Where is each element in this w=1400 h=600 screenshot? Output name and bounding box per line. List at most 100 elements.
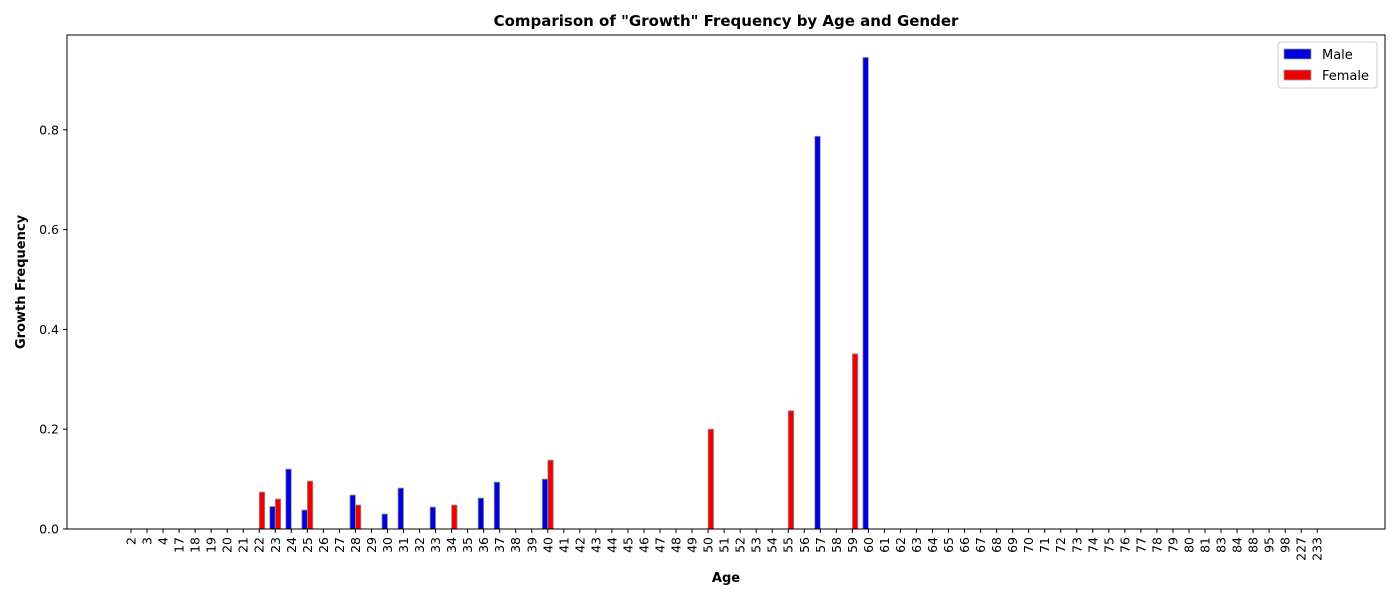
x-tick-label: 44 (604, 537, 619, 553)
x-tick-label: 53 (749, 537, 764, 553)
x-tick-label: 43 (588, 537, 603, 553)
x-tick-label: 80 (1181, 537, 1196, 553)
x-tick-label: 227 (1294, 537, 1309, 561)
bar-female-59 (851, 353, 859, 530)
x-tick-label: 39 (524, 537, 539, 553)
x-tick-label: 60 (861, 537, 876, 553)
x-tick-label: 23 (268, 537, 283, 553)
x-tick-label: 18 (188, 537, 203, 553)
x-tick-label: 2 (124, 537, 139, 545)
plot-frame (66, 34, 1386, 530)
y-tick-label: 0.0 (39, 522, 59, 537)
x-tick-label: 62 (893, 537, 908, 553)
y-tick-label: 0.8 (39, 122, 59, 137)
x-tick-label: 24 (284, 537, 299, 553)
x-tick-label: 28 (348, 537, 363, 553)
x-tick-label: 83 (1214, 537, 1229, 553)
bar-female-28 (355, 504, 362, 530)
x-tick-label: 51 (717, 537, 732, 553)
x-tick-label: 38 (508, 537, 523, 553)
x-tick-label: 50 (701, 537, 716, 553)
x-tick-label: 46 (636, 537, 651, 553)
y-axis-label: Growth Frequency (14, 214, 29, 349)
bar-female-22 (258, 491, 266, 530)
x-tick-label: 22 (252, 537, 267, 553)
x-tick-label: 72 (1053, 537, 1068, 553)
y-axis: 0.0 0.2 0.4 0.6 0.8 (39, 122, 67, 537)
legend-label-female: Female (1322, 69, 1369, 84)
bar-male-28 (349, 494, 356, 530)
x-tick-label: 73 (1069, 537, 1084, 553)
bar-male-24 (285, 468, 292, 530)
x-tick-label: 79 (1165, 537, 1180, 553)
bar-male-37 (493, 481, 501, 530)
x-tick-label: 52 (733, 537, 748, 553)
x-tick-label: 25 (300, 537, 315, 553)
x-tick-label: 81 (1198, 537, 1213, 553)
bar-male-25 (301, 509, 308, 530)
bar-male-30 (381, 513, 388, 530)
bar-female-25 (306, 480, 314, 530)
x-tick-label: 84 (1230, 537, 1245, 553)
bar-male-33 (429, 506, 436, 530)
x-tick-label: 42 (572, 537, 587, 553)
x-tick-label: 49 (685, 537, 700, 553)
x-tick-label: 71 (1037, 537, 1052, 553)
x-tick-label: 88 (1246, 537, 1261, 553)
x-tick-label: 40 (540, 537, 555, 553)
bar-female-40 (547, 459, 554, 530)
bar-male-31 (397, 487, 404, 530)
x-tick-label: 65 (941, 537, 956, 553)
x-tick-label: 34 (444, 537, 459, 553)
x-tick-label: 70 (1021, 537, 1036, 553)
x-tick-label: 32 (412, 537, 427, 553)
x-tick-label: 63 (909, 537, 924, 553)
x-axis-label: Age (712, 571, 740, 586)
x-tick-label: 67 (973, 537, 988, 553)
x-tick-label: 61 (877, 537, 892, 553)
x-tick-label: 54 (765, 537, 780, 553)
bar-male-57 (814, 135, 821, 530)
legend-swatch-male (1283, 48, 1312, 60)
x-tick-label: 76 (1117, 537, 1132, 553)
legend-swatch-female (1283, 69, 1312, 81)
x-tick-label: 36 (476, 537, 491, 553)
x-tick-label: 33 (428, 537, 443, 553)
x-tick-label: 19 (204, 537, 219, 553)
bar-female-55 (787, 410, 795, 530)
legend-label-male: Male (1322, 48, 1353, 63)
x-tick-label: 31 (396, 537, 411, 553)
x-tick-label: 17 (172, 537, 187, 553)
x-tick-label: 21 (236, 537, 251, 553)
x-tick-label: 77 (1133, 537, 1148, 553)
x-tick-label: 56 (797, 537, 812, 553)
x-tick-label: 37 (492, 537, 507, 553)
bar-male-36 (477, 497, 485, 530)
y-tick-label: 0.6 (39, 222, 59, 237)
x-tick-label: 98 (1278, 537, 1293, 553)
y-tick-label: 0.4 (39, 322, 59, 337)
x-tick-label: 45 (620, 537, 635, 553)
x-tick-label: 20 (220, 537, 235, 553)
x-tick-label: 68 (989, 537, 1004, 553)
bar-male-40 (541, 478, 549, 530)
x-tick-label: 41 (556, 537, 571, 553)
bar-female-50 (707, 428, 714, 530)
bar-male-23 (269, 506, 276, 530)
x-tick-label: 74 (1085, 537, 1100, 553)
x-tick-label: 58 (829, 537, 844, 553)
bars-group (258, 57, 869, 530)
x-tick-label: 3 (140, 537, 155, 545)
bar-female-23 (274, 498, 282, 530)
bar-male-60 (862, 57, 869, 530)
x-tick-label: 66 (957, 537, 972, 553)
x-tick-label: 59 (845, 537, 860, 553)
x-tick-label: 57 (813, 537, 828, 553)
y-tick-label: 0.2 (39, 422, 59, 437)
x-tick-label: 27 (332, 537, 347, 553)
x-tick-label: 26 (316, 537, 331, 553)
x-tick-label: 233 (1310, 537, 1325, 561)
chart-title: Comparison of "Growth" Frequency by Age … (494, 12, 959, 30)
x-tick-label: 78 (1149, 537, 1164, 553)
